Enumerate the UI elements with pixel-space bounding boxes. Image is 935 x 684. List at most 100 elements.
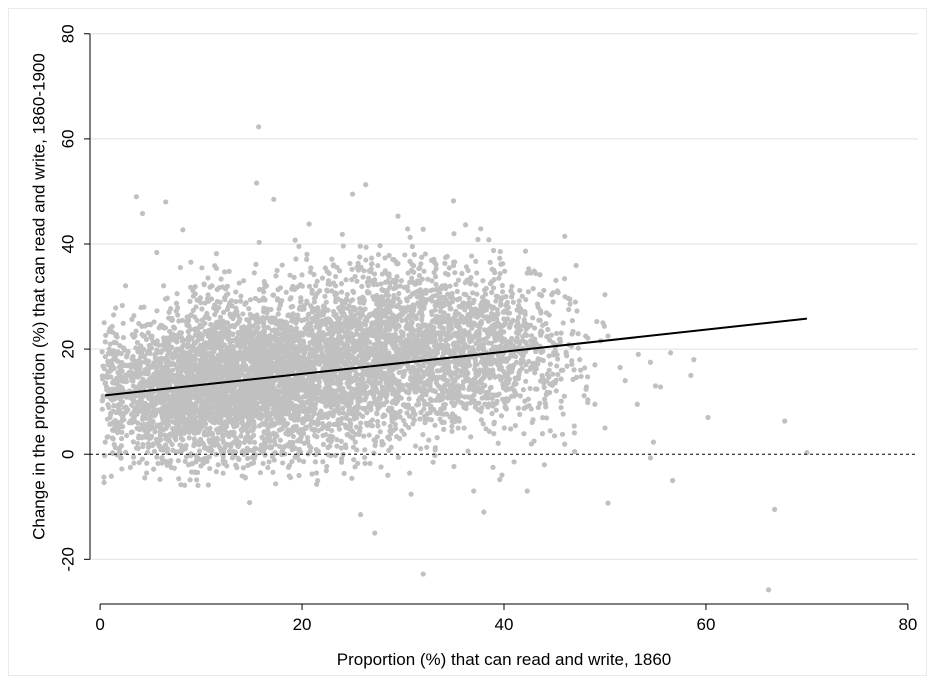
data-point	[340, 405, 346, 411]
data-point	[205, 292, 211, 298]
data-point	[454, 288, 460, 294]
data-point	[404, 382, 410, 388]
data-point	[561, 393, 567, 399]
data-point	[238, 426, 244, 433]
data-point	[299, 272, 305, 278]
data-point	[344, 432, 350, 438]
data-point	[245, 333, 251, 339]
data-point	[306, 389, 312, 395]
data-point	[332, 452, 338, 459]
data-point	[443, 254, 449, 261]
data-point	[123, 449, 129, 455]
data-point	[372, 388, 379, 395]
data-point	[376, 331, 382, 338]
data-point	[233, 299, 239, 305]
data-point	[192, 284, 198, 290]
data-point	[123, 354, 130, 360]
data-point	[451, 231, 457, 237]
data-point	[323, 468, 329, 474]
data-point	[422, 251, 428, 257]
data-point	[336, 393, 342, 399]
data-point	[201, 281, 207, 287]
data-point	[173, 300, 180, 306]
data-point	[350, 435, 356, 441]
data-point	[481, 287, 488, 293]
data-point	[130, 353, 136, 360]
data-point	[232, 312, 238, 318]
data-point	[198, 300, 204, 306]
data-point	[154, 454, 160, 460]
data-point	[459, 270, 465, 277]
data-point	[391, 296, 397, 302]
data-point	[213, 265, 220, 271]
data-point	[445, 378, 451, 384]
data-point	[384, 271, 390, 277]
data-point	[327, 356, 333, 362]
data-point	[154, 249, 160, 256]
data-point	[296, 436, 303, 443]
data-point	[130, 439, 136, 445]
data-point	[334, 443, 340, 449]
data-point	[339, 456, 345, 462]
data-point	[324, 423, 331, 429]
data-point	[242, 301, 248, 307]
data-point	[209, 283, 215, 289]
data-point	[236, 318, 242, 325]
data-point	[337, 357, 343, 363]
data-point	[241, 399, 247, 405]
data-point	[250, 354, 256, 360]
data-point	[256, 345, 262, 351]
data-point	[277, 369, 283, 375]
data-point	[339, 231, 345, 237]
data-point	[336, 332, 342, 338]
data-point	[268, 306, 274, 313]
data-point	[265, 425, 271, 431]
data-point	[215, 462, 221, 468]
data-point	[356, 325, 363, 331]
data-point	[261, 279, 267, 285]
data-point	[364, 288, 371, 295]
data-point	[264, 315, 270, 321]
data-point	[197, 295, 204, 301]
data-point	[188, 259, 194, 265]
data-point	[261, 389, 267, 396]
data-point	[246, 306, 252, 312]
data-point	[309, 471, 315, 477]
data-point	[344, 291, 350, 298]
data-point	[387, 408, 393, 414]
data-point	[433, 281, 439, 288]
data-point	[178, 334, 185, 341]
data-point	[320, 441, 327, 447]
data-point	[298, 340, 304, 346]
data-point	[313, 283, 319, 289]
data-point	[266, 459, 272, 465]
data-point	[389, 381, 395, 388]
data-point	[336, 377, 342, 383]
data-point	[338, 438, 344, 444]
data-point	[270, 469, 276, 475]
data-point	[315, 305, 321, 311]
data-point	[496, 275, 502, 281]
data-point	[441, 426, 447, 432]
data-point	[380, 441, 386, 447]
data-point	[522, 248, 529, 254]
data-point	[294, 414, 301, 420]
data-point	[496, 391, 502, 397]
data-point	[433, 261, 439, 268]
data-point	[256, 423, 263, 429]
data-point	[333, 273, 339, 280]
data-point	[298, 399, 304, 405]
data-point	[242, 474, 248, 480]
data-point	[210, 324, 216, 331]
data-point	[409, 275, 415, 281]
data-point	[309, 414, 315, 420]
data-point	[276, 383, 282, 389]
data-point	[332, 283, 339, 289]
data-point	[348, 386, 354, 392]
data-point	[134, 339, 141, 346]
data-point	[274, 349, 280, 355]
data-point	[324, 463, 330, 470]
data-point	[298, 295, 304, 301]
data-point	[120, 334, 127, 341]
data-point	[369, 261, 375, 267]
